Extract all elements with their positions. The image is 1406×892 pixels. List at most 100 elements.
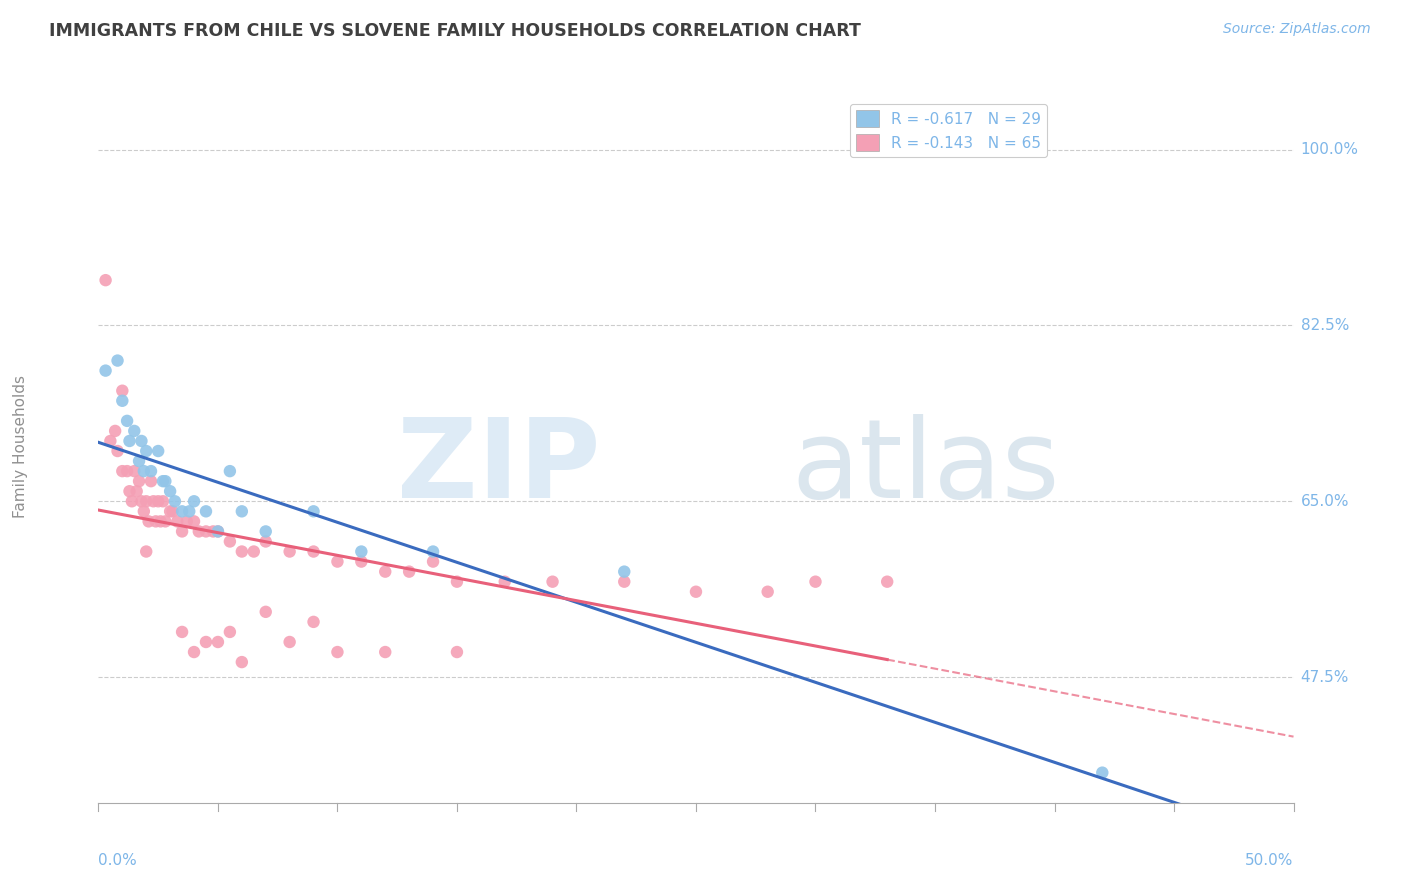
Point xyxy=(159,484,181,499)
Point xyxy=(202,524,225,539)
Point xyxy=(107,444,129,458)
Point xyxy=(118,484,141,499)
Point xyxy=(302,544,325,558)
Point xyxy=(183,645,205,659)
Point xyxy=(302,504,325,518)
Point xyxy=(148,444,170,458)
Point xyxy=(326,555,349,569)
Point xyxy=(152,474,174,488)
Point xyxy=(302,615,325,629)
Text: 82.5%: 82.5% xyxy=(1301,318,1350,333)
Point xyxy=(183,515,205,529)
Point xyxy=(350,544,373,558)
Point xyxy=(111,393,134,408)
Point xyxy=(94,273,117,287)
Point xyxy=(219,464,242,478)
Point xyxy=(172,524,194,539)
Text: 100.0%: 100.0% xyxy=(1301,142,1358,157)
Point xyxy=(195,524,218,539)
Point xyxy=(131,434,153,448)
Point xyxy=(135,544,157,558)
Text: atlas: atlas xyxy=(792,414,1060,521)
Point xyxy=(183,494,205,508)
Point xyxy=(163,494,186,508)
Point xyxy=(243,544,266,558)
Point xyxy=(176,515,198,529)
Point xyxy=(121,494,143,508)
Point xyxy=(131,494,153,508)
Point xyxy=(118,434,141,448)
Point xyxy=(166,515,188,529)
Point xyxy=(398,565,420,579)
Point xyxy=(541,574,564,589)
Point xyxy=(98,434,122,448)
Point xyxy=(207,524,229,539)
Point xyxy=(207,635,229,649)
Point xyxy=(172,504,194,518)
Point xyxy=(111,384,134,398)
Point xyxy=(124,424,146,438)
Point xyxy=(159,504,181,518)
Point xyxy=(138,515,160,529)
Point xyxy=(149,515,172,529)
Point xyxy=(139,464,162,478)
Point xyxy=(326,645,349,659)
Point xyxy=(494,574,516,589)
Point xyxy=(219,624,242,639)
Point xyxy=(254,605,277,619)
Point xyxy=(155,474,177,488)
Point xyxy=(132,504,155,518)
Point xyxy=(422,555,444,569)
Point xyxy=(446,645,468,659)
Point xyxy=(135,494,157,508)
Point xyxy=(128,454,150,468)
Point xyxy=(124,464,146,478)
Point xyxy=(111,464,134,478)
Point xyxy=(187,524,209,539)
Point xyxy=(876,574,898,589)
Point xyxy=(613,565,636,579)
Point xyxy=(162,504,184,518)
Text: 50.0%: 50.0% xyxy=(1246,853,1294,868)
Point xyxy=(685,584,707,599)
Point xyxy=(278,635,301,649)
Point xyxy=(115,414,138,428)
Point xyxy=(115,464,138,478)
Point xyxy=(254,534,277,549)
Text: Source: ZipAtlas.com: Source: ZipAtlas.com xyxy=(1223,22,1371,37)
Point xyxy=(804,574,827,589)
Point xyxy=(613,574,636,589)
Point xyxy=(107,353,129,368)
Point xyxy=(125,484,148,499)
Point xyxy=(135,444,157,458)
Point xyxy=(374,565,396,579)
Point xyxy=(172,624,194,639)
Point xyxy=(207,524,229,539)
Point xyxy=(94,363,117,377)
Point xyxy=(152,494,174,508)
Point xyxy=(195,504,218,518)
Text: ZIP: ZIP xyxy=(396,414,600,521)
Point xyxy=(231,655,253,669)
Point xyxy=(139,474,162,488)
Point xyxy=(350,555,373,569)
Text: Family Households: Family Households xyxy=(13,375,28,517)
Point xyxy=(128,474,150,488)
Legend: R = -0.617   N = 29, R = -0.143   N = 65: R = -0.617 N = 29, R = -0.143 N = 65 xyxy=(849,104,1047,157)
Point xyxy=(254,524,277,539)
Point xyxy=(278,544,301,558)
Point xyxy=(374,645,396,659)
Point xyxy=(756,584,779,599)
Point xyxy=(142,494,165,508)
Point xyxy=(231,544,253,558)
Text: 0.0%: 0.0% xyxy=(98,853,138,868)
Point xyxy=(179,504,201,518)
Text: 47.5%: 47.5% xyxy=(1301,670,1350,685)
Point xyxy=(155,515,177,529)
Point xyxy=(422,544,444,558)
Text: 65.0%: 65.0% xyxy=(1301,494,1350,508)
Point xyxy=(446,574,468,589)
Point xyxy=(104,424,127,438)
Text: IMMIGRANTS FROM CHILE VS SLOVENE FAMILY HOUSEHOLDS CORRELATION CHART: IMMIGRANTS FROM CHILE VS SLOVENE FAMILY … xyxy=(49,22,860,40)
Point xyxy=(1091,765,1114,780)
